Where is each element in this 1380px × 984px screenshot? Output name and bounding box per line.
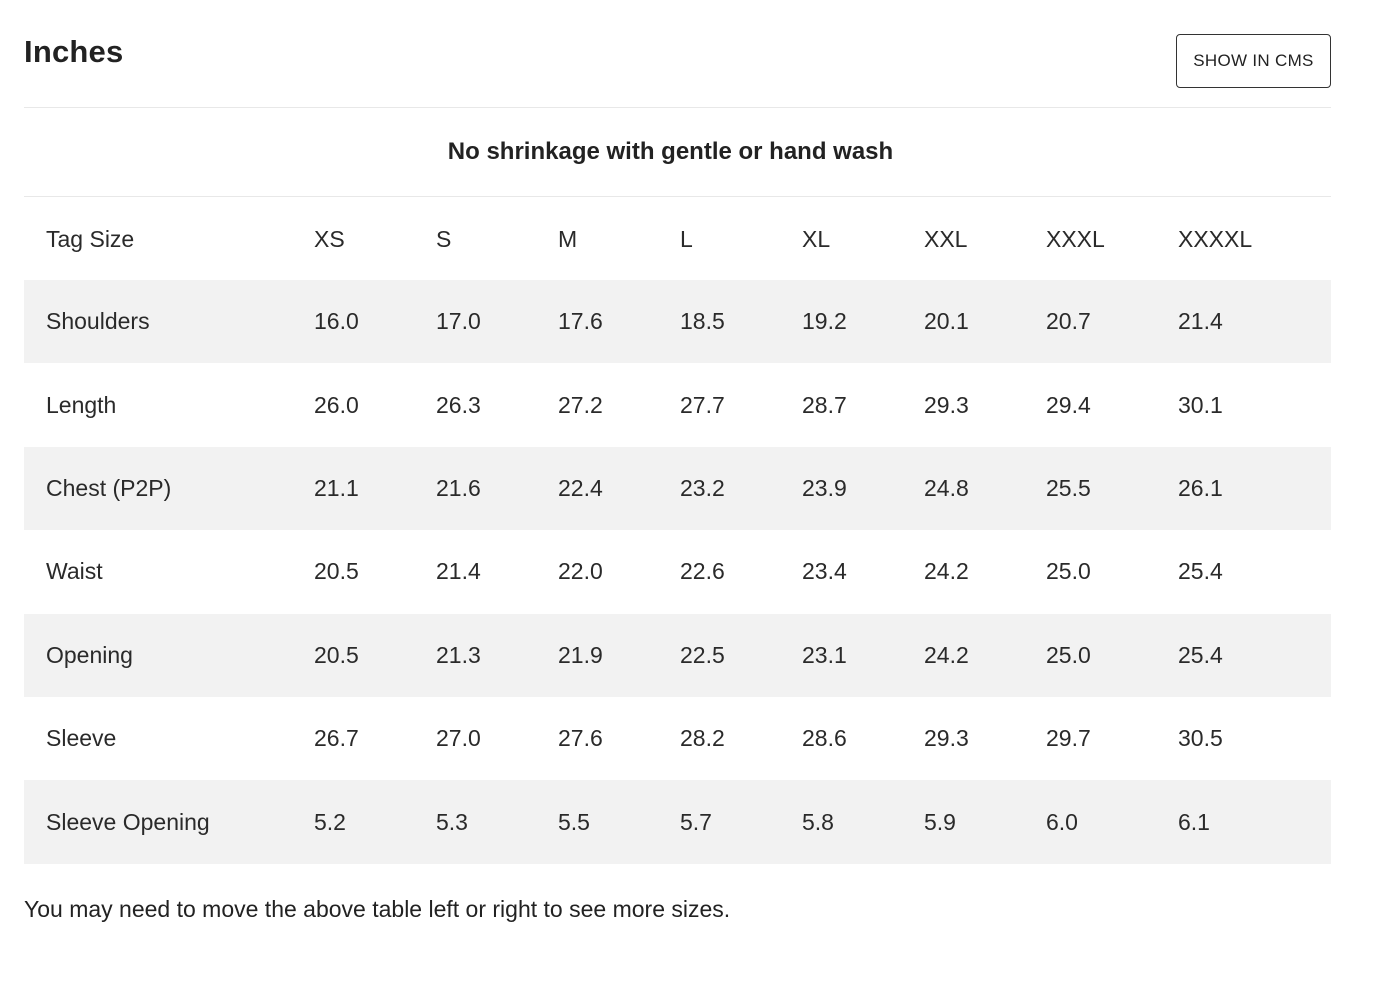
measurement-cell: 18.5 [680, 280, 802, 364]
measurement-cell: 27.6 [558, 725, 603, 752]
size-header-cell: M [558, 225, 578, 252]
measurement-cell: 6.0 [1046, 780, 1178, 864]
row-label: Opening [24, 613, 314, 697]
measurement-cell: 21.6 [436, 446, 558, 531]
measurement-cell: 16.0 [314, 280, 436, 364]
measurement-cell: 24.2 [924, 613, 1046, 697]
tag-size-label: Tag Size [46, 225, 135, 252]
size-header-row: Tag Size XS S M L XL XXL XXXL XXXXL [24, 198, 1331, 280]
measurement-cell: 25.5 [1046, 446, 1178, 531]
measurement-cell: 22.4 [558, 446, 680, 531]
shrinkage-note: No shrinkage with gentle or hand wash [24, 107, 1331, 197]
measurement-cell: 5.5 [558, 780, 680, 864]
measurement-cell: 21.9 [558, 613, 680, 697]
measurement-cell: 5.8 [802, 780, 924, 864]
show-in-cms-button[interactable]: SHOW IN CMS [1176, 34, 1331, 88]
measurement-cell: 20.7 [1046, 280, 1178, 364]
size-header-cell: XL [802, 225, 831, 252]
measurement-cell: 27.7 [680, 391, 725, 418]
measurement-cell: 6.1 [1178, 780, 1331, 864]
measurement-cell: 30.1 [1178, 391, 1223, 418]
measurement-cell: 27.0 [436, 725, 481, 752]
measurement-cell: 28.7 [802, 391, 847, 418]
measurement-cell: 29.3 [924, 391, 969, 418]
measurement-cell: 28.2 [680, 725, 725, 752]
table-row-opening: Opening 20.5 21.3 21.9 22.5 23.1 24.2 25… [24, 613, 1331, 697]
size-header-cell: S [436, 225, 452, 252]
measurement-cell: 24.2 [924, 558, 969, 585]
table-row-sleeve-opening: Sleeve Opening 5.2 5.3 5.5 5.7 5.8 5.9 6… [24, 780, 1331, 864]
measurement-cell: 19.2 [802, 280, 924, 364]
measurement-cell: 5.7 [680, 780, 802, 864]
measurement-cell: 23.4 [802, 558, 847, 585]
table-row-sleeve: Sleeve 26.7 27.0 27.6 28.2 28.6 29.3 29.… [24, 697, 1331, 780]
measurement-cell: 22.5 [680, 613, 802, 697]
measurement-cell: 20.5 [314, 613, 436, 697]
table-row-chest: Chest (P2P) 21.1 21.6 22.4 23.2 23.9 24.… [24, 446, 1331, 531]
measurement-cell: 20.1 [924, 280, 1046, 364]
row-label: Waist [46, 558, 103, 585]
measurement-cell: 26.1 [1178, 446, 1331, 531]
size-header-cell: XXL [924, 225, 968, 252]
measurement-cell: 23.2 [680, 446, 802, 531]
measurement-cell: 25.0 [1046, 613, 1178, 697]
size-header-cell: L [680, 225, 693, 252]
measurement-cell: 5.9 [924, 780, 1046, 864]
measurement-cell: 30.5 [1178, 725, 1223, 752]
row-label: Length [46, 391, 117, 418]
row-label: Chest (P2P) [24, 446, 314, 531]
size-header-cell: XXXXL [1178, 225, 1253, 252]
size-header-cell: XXXL [1046, 225, 1105, 252]
measurement-cell: 27.2 [558, 391, 603, 418]
measurement-cell: 25.4 [1178, 613, 1331, 697]
measurement-cell: 5.3 [436, 780, 558, 864]
measurement-cell: 26.0 [314, 391, 359, 418]
scroll-hint-note: You may need to move the above table lef… [24, 896, 731, 922]
row-label: Sleeve Opening [24, 780, 314, 864]
measurement-cell: 26.3 [436, 391, 481, 418]
measurement-cell: 29.3 [924, 725, 969, 752]
measurement-cell: 24.8 [924, 446, 1046, 531]
measurement-cell: 22.6 [680, 558, 725, 585]
size-header-cell: XS [314, 225, 345, 252]
measurement-cell: 23.1 [802, 613, 924, 697]
measurement-cell: 29.4 [1046, 391, 1091, 418]
measurement-cell: 25.0 [1046, 558, 1091, 585]
measurement-cell: 21.4 [436, 558, 481, 585]
measurement-cell: 21.1 [314, 446, 436, 531]
measurement-cell: 20.5 [314, 558, 359, 585]
size-chart-header: Inches SHOW IN CMS [24, 0, 1331, 108]
row-label: Sleeve [46, 725, 117, 752]
measurement-cell: 17.6 [558, 280, 680, 364]
table-row-waist: Waist 20.5 21.4 22.0 22.6 23.4 24.2 25.0… [24, 530, 1331, 613]
measurement-cell: 17.0 [436, 280, 558, 364]
measurement-cell: 23.9 [802, 446, 924, 531]
measurement-cell: 25.4 [1178, 558, 1223, 585]
measurement-cell: 5.2 [314, 780, 436, 864]
table-row-shoulders: Shoulders 16.0 17.0 17.6 18.5 19.2 20.1 … [24, 280, 1331, 364]
measurement-cell: 21.3 [436, 613, 558, 697]
unit-heading: Inches [24, 34, 124, 69]
size-table[interactable]: Tag Size XS S M L XL XXL XXXL XXXXL Shou… [24, 198, 1331, 864]
table-row-length: Length 26.0 26.3 27.2 27.7 28.7 29.3 29.… [24, 363, 1331, 446]
measurement-cell: 22.0 [558, 558, 603, 585]
measurement-cell: 29.7 [1046, 725, 1091, 752]
row-label: Shoulders [24, 280, 314, 364]
measurement-cell: 28.6 [802, 725, 847, 752]
measurement-cell: 21.4 [1178, 280, 1331, 364]
measurement-cell: 26.7 [314, 725, 359, 752]
